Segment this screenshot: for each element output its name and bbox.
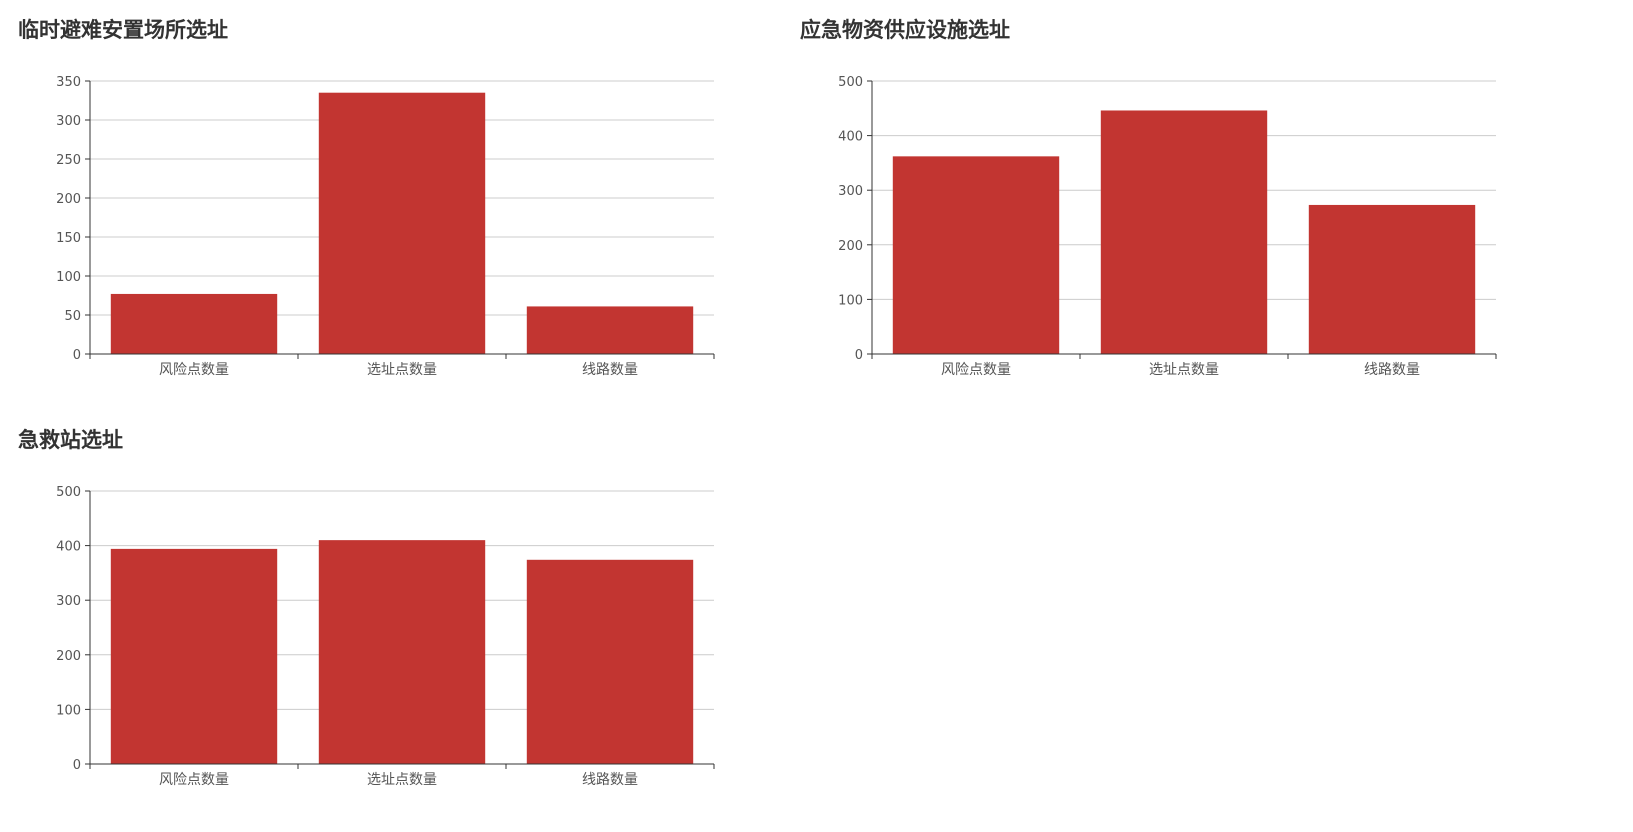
- y-tick-label: 150: [56, 231, 81, 246]
- chart-panel-shelter: 临时避难安置场所选址 0 50 100 150 200 250 300 350 风险点数量 选址点…: [18, 14, 738, 404]
- chart-title: 应急物资供应设施选址: [800, 18, 1010, 42]
- bar: [110, 548, 278, 764]
- chart-panel-supplies: 应急物资供应设施选址 0 100 200 300 400 500 风险点数量 选址点数量 线路数…: [800, 14, 1520, 404]
- bar-chart-shelter: 0 50 100 150 200 250 300 350 风险点数量 选址点数量 线路数量: [56, 75, 715, 378]
- x-tick-label: 线路数量: [582, 772, 638, 788]
- y-tick-label: 250: [56, 153, 81, 168]
- chart-title: 急救站选址: [18, 428, 123, 452]
- x-tick-label: 风险点数量: [159, 362, 229, 378]
- x-tick-label: 线路数量: [1364, 362, 1420, 378]
- y-tick-label: 300: [56, 114, 81, 129]
- bar: [318, 540, 486, 764]
- y-tick-label: 400: [56, 540, 81, 555]
- bar: [318, 92, 486, 354]
- y-tick-label: 500: [56, 485, 81, 500]
- y-tick-label: 0: [855, 348, 863, 363]
- y-tick-label: 100: [56, 270, 81, 285]
- bar-chart-first-aid: 0 100 200 300 400 500 风险点数量 选址点数量 线路数量: [56, 485, 715, 788]
- x-tick-label: 线路数量: [582, 362, 638, 378]
- x-tick-label: 选址点数量: [367, 362, 437, 378]
- y-tick-label: 200: [56, 649, 81, 664]
- x-tick-label: 选址点数量: [367, 772, 437, 788]
- x-tick-label: 选址点数量: [1149, 362, 1219, 378]
- bar: [110, 293, 278, 354]
- y-tick-label: 0: [73, 348, 81, 363]
- bar-chart-supplies: 0 100 200 300 400 500 风险点数量 选址点数量 线路数量: [838, 75, 1497, 378]
- bar: [526, 306, 694, 354]
- y-tick-label: 400: [838, 130, 863, 145]
- bar: [892, 156, 1060, 354]
- y-tick-label: 100: [56, 703, 81, 718]
- y-tick-label: 350: [56, 75, 81, 90]
- y-tick-label: 100: [838, 293, 863, 308]
- y-tick-label: 50: [64, 309, 81, 324]
- chart-title: 临时避难安置场所选址: [18, 18, 228, 42]
- x-tick-label: 风险点数量: [159, 772, 229, 788]
- y-tick-label: 200: [56, 192, 81, 207]
- y-tick-label: 300: [56, 594, 81, 609]
- bar: [1308, 204, 1476, 354]
- y-tick-label: 300: [838, 184, 863, 199]
- y-tick-label: 200: [838, 239, 863, 254]
- chart-panel-first-aid: 急救站选址 0 100 200 300 400 500 风险点数量 选址点数量 线路数量: [18, 424, 738, 814]
- x-tick-label: 风险点数量: [941, 362, 1011, 378]
- bar: [1100, 110, 1268, 354]
- y-tick-label: 500: [838, 75, 863, 90]
- y-tick-label: 0: [73, 758, 81, 773]
- bar: [526, 559, 694, 764]
